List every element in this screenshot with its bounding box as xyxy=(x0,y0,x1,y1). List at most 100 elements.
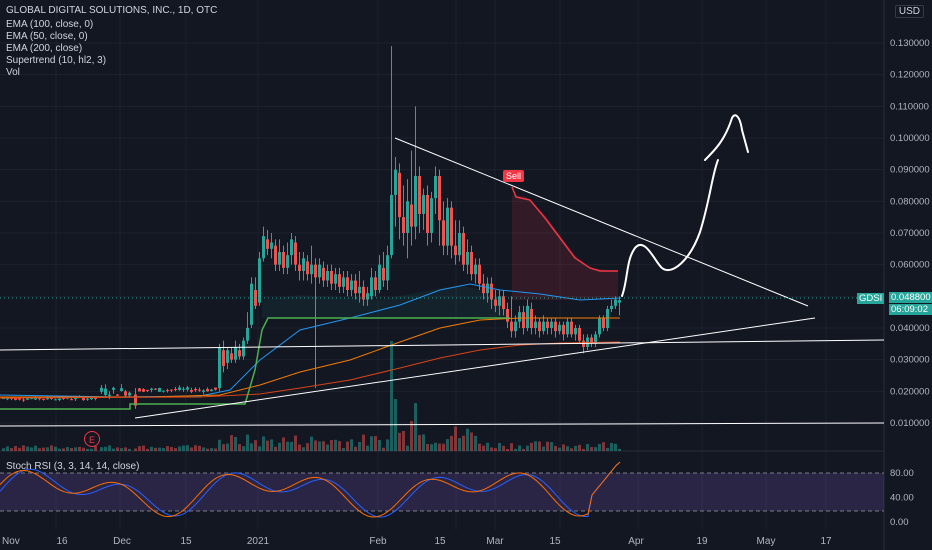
volume-bar xyxy=(526,445,529,451)
candle-body xyxy=(146,389,149,391)
volume-bar xyxy=(70,447,73,451)
candle-body xyxy=(518,312,521,322)
indicator-ema-100[interactable]: EMA (100, close, 0) xyxy=(6,19,94,30)
candle-body xyxy=(602,318,605,328)
candle-body xyxy=(406,201,409,233)
candle-body xyxy=(250,283,253,325)
candle-body xyxy=(58,398,61,401)
rsi-tick-label: 80.00 xyxy=(890,468,914,479)
candle-body xyxy=(186,387,189,390)
price-tick-label: 0.120000 xyxy=(890,70,930,81)
candle-body xyxy=(142,389,145,392)
candle-body xyxy=(594,334,597,344)
volume-bar xyxy=(190,447,193,451)
volume-bar xyxy=(314,440,317,451)
volume-bar xyxy=(120,448,123,451)
earnings-badge[interactable]: E xyxy=(84,431,100,447)
volume-bar xyxy=(82,447,85,451)
candle-body xyxy=(262,236,265,259)
price-tick-label: 0.110000 xyxy=(890,101,929,112)
candle-body xyxy=(30,398,33,400)
candle-body xyxy=(470,252,473,275)
volume-bar xyxy=(390,341,393,451)
candle-body xyxy=(618,300,621,303)
volume-bar xyxy=(214,448,217,451)
volume-bar xyxy=(282,437,285,451)
candle-body xyxy=(486,283,489,294)
indicator-ema-50[interactable]: EMA (50, close, 0) xyxy=(6,31,88,42)
volume-bar xyxy=(74,447,77,451)
volume-bar xyxy=(222,444,225,451)
candle-body xyxy=(2,398,5,400)
candle-body xyxy=(318,264,321,278)
volume-bar xyxy=(530,442,533,451)
volume-bar xyxy=(582,448,585,451)
indicator-supertrend[interactable]: Supertrend (10, hl2, 3) xyxy=(6,55,107,66)
candle-body xyxy=(414,176,417,227)
candle-body xyxy=(218,347,221,389)
volume-bar xyxy=(104,446,107,451)
volume-bar xyxy=(202,447,205,451)
volume-bar xyxy=(306,443,309,451)
candle-body xyxy=(246,328,249,341)
volume-bar xyxy=(30,447,33,451)
volume-bar xyxy=(558,447,561,451)
candle-body xyxy=(230,353,233,360)
stoch-rsi-label[interactable]: Stoch RSI (3, 3, 14, 14, close) xyxy=(6,461,140,472)
price-tick-label: 0.070000 xyxy=(890,228,930,239)
candle-body xyxy=(74,397,77,400)
volume-bar xyxy=(38,448,41,451)
candle-body xyxy=(242,340,245,357)
volume-bar xyxy=(270,439,273,451)
volume-bar xyxy=(570,448,573,451)
candle-body xyxy=(6,398,9,400)
volume-bar xyxy=(354,446,357,451)
candle-body xyxy=(290,239,293,256)
candle-body xyxy=(422,195,425,214)
candle-body xyxy=(402,217,405,233)
candle-body xyxy=(298,264,301,271)
candle-body xyxy=(566,321,569,335)
currency-button[interactable]: USD xyxy=(894,5,924,18)
volume-bar xyxy=(410,421,413,451)
volume-bar xyxy=(562,444,565,451)
candle-body xyxy=(234,347,237,360)
volume-bar xyxy=(14,446,17,451)
candle-body xyxy=(546,321,549,328)
stoch-rsi-lines xyxy=(0,461,621,518)
candle-body xyxy=(42,398,45,400)
volume-bar xyxy=(366,445,369,451)
volume-bar xyxy=(602,442,605,451)
price-tick-label: 0.020000 xyxy=(890,386,930,397)
volume-bar xyxy=(158,447,161,451)
candle-body xyxy=(206,388,209,392)
candle-body xyxy=(434,176,437,199)
candle-body xyxy=(370,277,373,297)
volume-bar xyxy=(238,444,241,451)
time-tick-label: 19 xyxy=(696,536,708,547)
candle-body xyxy=(112,387,115,390)
candle-body xyxy=(294,242,297,265)
volume-bar xyxy=(346,441,349,451)
volume-bar xyxy=(54,446,57,451)
volume-bar xyxy=(318,441,321,451)
volume-bar xyxy=(478,443,481,451)
indicator-volume[interactable]: Vol xyxy=(6,67,20,78)
indicator-ema-200[interactable]: EMA (200, close) xyxy=(6,43,83,54)
volume-bar xyxy=(550,442,553,451)
candle-body xyxy=(226,350,229,363)
candle-body xyxy=(466,252,469,265)
volume-bar xyxy=(474,435,477,451)
volume-bar xyxy=(334,439,337,451)
candle-body xyxy=(562,324,565,335)
volume-bar xyxy=(254,440,257,451)
candle-body xyxy=(354,280,357,294)
candle-body xyxy=(100,387,103,392)
candle-body xyxy=(120,388,123,391)
candle-body xyxy=(158,387,161,392)
candle-body xyxy=(510,321,513,332)
volume-bar xyxy=(34,445,37,451)
volume-bar xyxy=(470,432,473,451)
candle-body xyxy=(322,267,325,281)
